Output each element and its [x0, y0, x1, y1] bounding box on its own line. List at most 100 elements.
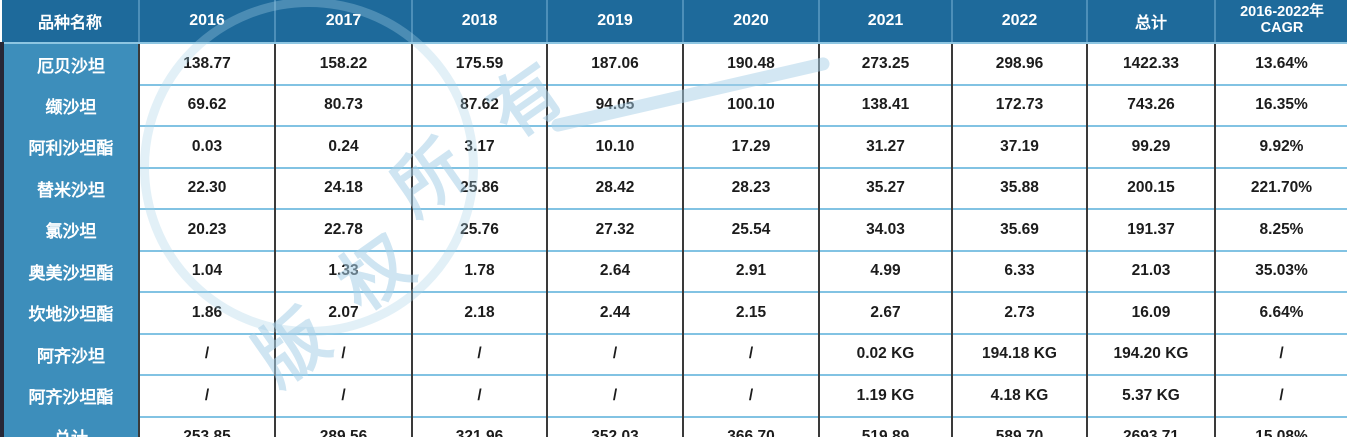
value-cell: 1.86	[138, 291, 275, 334]
value-cell: /	[274, 332, 412, 375]
header-2016: 2016	[138, 0, 275, 44]
value-cell: 6.64%	[1214, 291, 1347, 334]
value-cell: /	[682, 374, 819, 417]
header-total: 总计	[1086, 0, 1215, 44]
value-cell: 2.67	[818, 291, 952, 334]
value-cell: 2.07	[274, 291, 412, 334]
table-row: 坎地沙坦酯 1.86 2.07 2.18 2.44 2.15 2.67 2.73 16.09 6.…	[0, 291, 1347, 334]
table-row: 替米沙坦 22.30 24.18 25.86 28.42 28.23 35.27 35.88 2…	[0, 166, 1347, 209]
value-cell: 253.85	[138, 415, 275, 437]
value-cell: 187.06	[546, 43, 683, 85]
table-row: 阿利沙坦酯 0.03 0.24 3.17 10.10 17.29 31.27 37.19 99.…	[0, 125, 1347, 168]
value-cell: 589.70	[951, 415, 1087, 437]
table-header: 品种名称 2016 2017 2018 2019 2020 2021 2022 …	[2, 0, 1347, 44]
value-cell: 69.62	[138, 83, 275, 126]
value-cell: 366.70	[682, 415, 819, 437]
value-cell: 13.64%	[1214, 43, 1347, 85]
value-cell: 35.27	[818, 166, 952, 209]
value-cell: 31.27	[818, 125, 952, 168]
row-label-cell: 氯沙坦	[0, 209, 139, 251]
value-cell: /	[546, 374, 683, 417]
table-row: 缬沙坦 69.62 80.73 87.62 94.05 100.10 138.41 172.7…	[0, 83, 1347, 126]
value-cell: 194.18 KG	[951, 332, 1087, 375]
value-cell: 2.44	[546, 291, 683, 334]
value-cell: 5.37 KG	[1086, 374, 1215, 417]
value-cell: 27.32	[546, 208, 683, 251]
value-cell: /	[138, 332, 275, 375]
table-row: 厄贝沙坦 138.77 158.22 175.59 187.06 190.48 273.25…	[0, 43, 1347, 85]
header-cagr: 2016-2022年 CAGR	[1214, 0, 1347, 44]
value-cell: /	[411, 332, 547, 375]
value-cell: 191.37	[1086, 208, 1215, 251]
value-cell: 321.96	[411, 415, 547, 437]
value-cell: 352.03	[546, 415, 683, 437]
value-cell: 200.15	[1086, 166, 1215, 209]
value-cell: 20.23	[138, 208, 275, 251]
header-variety-name: 品种名称	[2, 0, 139, 44]
value-cell: /	[546, 332, 683, 375]
table-row: 氯沙坦 20.23 22.78 25.76 27.32 25.54 34.03 35.69 19…	[0, 208, 1347, 251]
value-cell: 94.05	[546, 83, 683, 126]
value-cell: 743.26	[1086, 83, 1215, 126]
value-cell: 6.33	[951, 249, 1087, 292]
header-2017: 2017	[274, 0, 412, 44]
value-cell: 1.78	[411, 249, 547, 292]
value-cell: 138.41	[818, 83, 952, 126]
header-cagr-line1: 2016-2022年	[1240, 4, 1324, 21]
value-cell: 2693.71	[1086, 415, 1215, 437]
value-cell: 100.10	[682, 83, 819, 126]
header-2018: 2018	[411, 0, 547, 44]
value-cell: 25.76	[411, 208, 547, 251]
value-cell: 10.10	[546, 125, 683, 168]
value-cell: 8.25%	[1214, 208, 1347, 251]
value-cell: 16.35%	[1214, 83, 1347, 126]
value-cell: 25.86	[411, 166, 547, 209]
value-cell: 9.92%	[1214, 125, 1347, 168]
header-2020: 2020	[682, 0, 819, 44]
header-row: 品种名称 2016 2017 2018 2019 2020 2021 2022 …	[2, 0, 1347, 44]
value-cell: 0.24	[274, 125, 412, 168]
value-cell: /	[274, 374, 412, 417]
value-cell: 21.03	[1086, 249, 1215, 292]
value-cell: /	[411, 374, 547, 417]
value-cell: 2.91	[682, 249, 819, 292]
value-cell: 1422.33	[1086, 43, 1215, 85]
table-row: 阿齐沙坦酯 / / / //1.19 KG 4.18 KG 5.37 KG /	[0, 374, 1347, 417]
value-cell: 158.22	[274, 43, 412, 85]
value-cell: 35.88	[951, 166, 1087, 209]
value-cell: 190.48	[682, 43, 819, 85]
row-label-cell: 阿齐沙坦	[0, 333, 139, 375]
value-cell: 519.89	[818, 415, 952, 437]
value-cell: /	[1214, 332, 1347, 375]
table-body: 厄贝沙坦 138.77 158.22 175.59 187.06 190.48 273.25…	[0, 43, 1347, 437]
value-cell: 99.29	[1086, 125, 1215, 168]
row-label-cell: 阿利沙坦酯	[0, 126, 139, 168]
value-cell: 298.96	[951, 43, 1087, 85]
value-cell: 1.33	[274, 249, 412, 292]
header-2019: 2019	[546, 0, 683, 44]
value-cell: 1.04	[138, 249, 275, 292]
value-cell: /	[1214, 374, 1347, 417]
table-row: 阿齐沙坦 / / / //0.02 KG 194.18 KG 194.20 KG /	[0, 332, 1347, 375]
value-cell: 4.18 KG	[951, 374, 1087, 417]
value-cell: 28.42	[546, 166, 683, 209]
value-cell: 80.73	[274, 83, 412, 126]
value-cell: /	[682, 332, 819, 375]
row-label-cell: 缬沙坦	[0, 84, 139, 126]
value-cell: 2.73	[951, 291, 1087, 334]
value-cell: 3.17	[411, 125, 547, 168]
header-2021: 2021	[818, 0, 952, 44]
value-cell: 17.29	[682, 125, 819, 168]
value-cell: 138.77	[138, 43, 275, 85]
header-cagr-line2: CAGR	[1260, 20, 1304, 36]
table-row: 奥美沙坦酯 1.04 1.33 1.78 2.64 2.91 4.99 6.33 21.03 35…	[0, 249, 1347, 292]
header-2022: 2022	[951, 0, 1087, 44]
value-cell: 2.18	[411, 291, 547, 334]
value-cell: 289.56	[274, 415, 412, 437]
row-label-cell: 替米沙坦	[0, 167, 139, 209]
value-cell: 28.23	[682, 166, 819, 209]
value-cell: 15.08%	[1214, 415, 1347, 437]
value-cell: 4.99	[818, 249, 952, 292]
row-label-cell: 总计	[0, 416, 139, 437]
